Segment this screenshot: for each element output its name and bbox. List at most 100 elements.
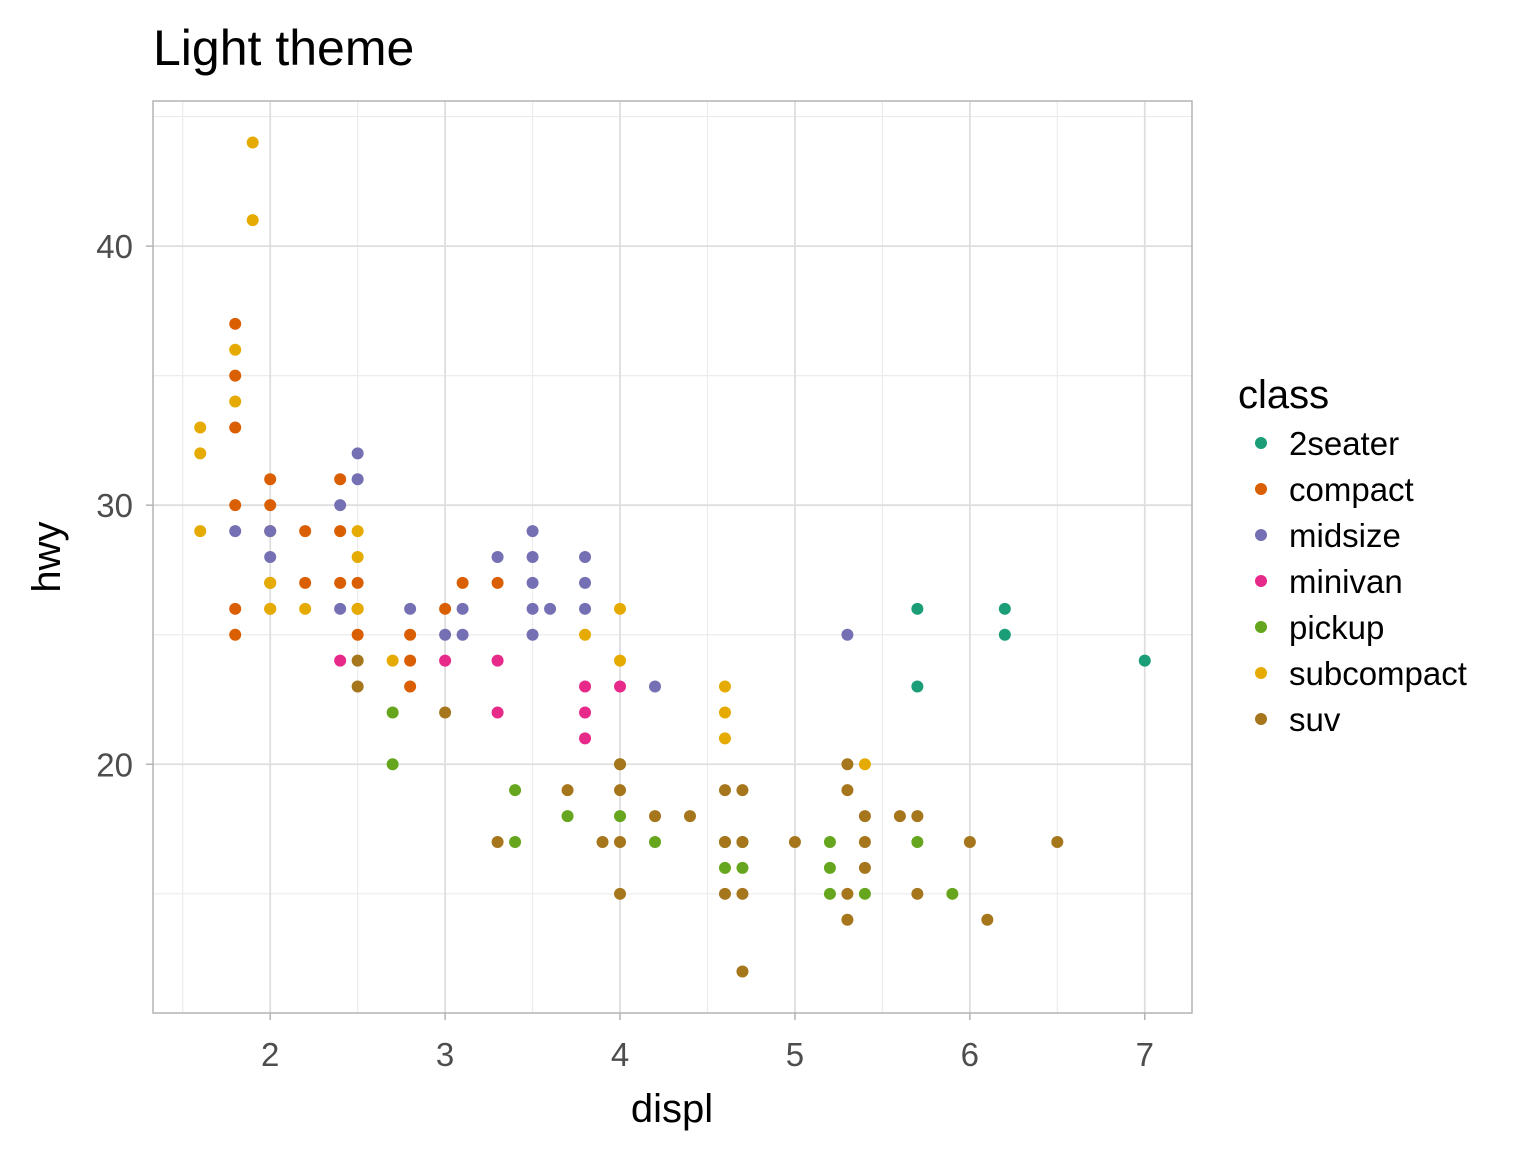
point-subcompact (718, 706, 731, 719)
point-midsize (649, 680, 662, 693)
point-suv (614, 784, 627, 797)
point-suv (841, 887, 854, 900)
x-axis-ticks: 2 3 4 5 6 7 (261, 1013, 1154, 1073)
y-axis-title: hwy (25, 521, 69, 592)
point-suv (893, 810, 906, 823)
point-compact (404, 680, 417, 693)
point-subcompact (194, 447, 207, 460)
point-pickup (911, 836, 924, 848)
point-minivan (439, 654, 452, 667)
point-midsize (526, 602, 539, 615)
point-subcompact (386, 654, 399, 667)
legend-key-midsize (1255, 529, 1267, 541)
point-suv (683, 810, 696, 823)
point-pickup (823, 836, 836, 848)
legend-title: class (1238, 373, 1329, 417)
legend-key-suv (1255, 713, 1267, 725)
point-minivan (491, 654, 504, 667)
legend-label-compact: compact (1289, 471, 1414, 508)
point-subcompact (858, 758, 871, 771)
point-suv (596, 836, 609, 848)
point-midsize (351, 447, 364, 460)
point-midsize (526, 628, 539, 641)
point-compact (299, 576, 312, 589)
point-compact (351, 628, 364, 641)
plot-panel-border (152, 100, 1193, 1014)
point-subcompact (194, 525, 207, 538)
point-suv (351, 654, 364, 667)
legend-label-subcompact: subcompact (1289, 655, 1467, 692)
point-suv (911, 810, 924, 823)
point-suv (614, 758, 627, 771)
legend-key-compact (1255, 483, 1267, 495)
point-suv (649, 810, 662, 823)
point-suv (963, 836, 976, 848)
point-suv (614, 836, 627, 848)
legend-label-2seater: 2seater (1289, 425, 1399, 462)
point-suv (491, 836, 504, 848)
point-subcompact (718, 680, 731, 693)
point-compact (439, 602, 452, 615)
point-midsize (456, 602, 469, 615)
x-tick-label: 3 (436, 1036, 454, 1073)
point-2seater (998, 628, 1011, 641)
chart-title: Light theme (153, 20, 414, 76)
point-midsize (229, 525, 242, 538)
point-suv (736, 784, 749, 797)
x-tick-label: 2 (261, 1036, 279, 1073)
point-subcompact (264, 602, 277, 615)
point-subcompact (194, 421, 207, 434)
point-suv (439, 706, 452, 719)
point-pickup (509, 784, 522, 797)
point-subcompact (246, 214, 259, 227)
point-compact (229, 317, 242, 330)
legend-key-2seater (1255, 437, 1267, 449)
point-minivan (614, 680, 627, 693)
point-suv (858, 810, 871, 823)
x-tick-label: 5 (786, 1036, 804, 1073)
point-midsize (264, 551, 277, 563)
point-minivan (579, 706, 592, 719)
point-minivan (491, 706, 504, 719)
point-midsize (264, 525, 277, 538)
point-midsize (526, 576, 539, 589)
point-suv (981, 913, 994, 926)
x-tick-label: 6 (961, 1036, 979, 1073)
point-pickup (946, 887, 959, 900)
point-minivan (579, 680, 592, 693)
point-compact (264, 473, 277, 486)
point-subcompact (351, 551, 364, 563)
point-suv (561, 784, 574, 797)
point-compact (334, 525, 347, 538)
point-suv (858, 861, 871, 874)
point-subcompact (614, 654, 627, 667)
x-axis-title: displ (631, 1087, 713, 1131)
point-compact (351, 576, 364, 589)
point-compact (229, 602, 242, 615)
x-tick-label: 4 (611, 1036, 629, 1073)
point-suv (1051, 836, 1064, 848)
point-midsize (456, 628, 469, 641)
point-pickup (649, 836, 662, 848)
point-suv (351, 680, 364, 693)
point-subcompact (229, 395, 242, 408)
point-compact (264, 499, 277, 512)
point-subcompact (229, 343, 242, 356)
legend-label-midsize: midsize (1289, 517, 1401, 554)
point-midsize (579, 602, 592, 615)
legend-key-minivan (1255, 575, 1267, 587)
point-2seater (911, 602, 924, 615)
legend-key-pickup (1255, 621, 1267, 633)
point-compact (229, 499, 242, 512)
point-midsize (579, 551, 592, 563)
point-suv (736, 887, 749, 900)
point-compact (229, 369, 242, 382)
point-pickup (386, 758, 399, 771)
grid-lines (153, 101, 1192, 1013)
point-midsize (491, 551, 504, 563)
y-tick-label: 40 (96, 228, 133, 265)
point-pickup (736, 861, 749, 874)
point-subcompact (299, 602, 312, 615)
point-pickup (509, 836, 522, 848)
